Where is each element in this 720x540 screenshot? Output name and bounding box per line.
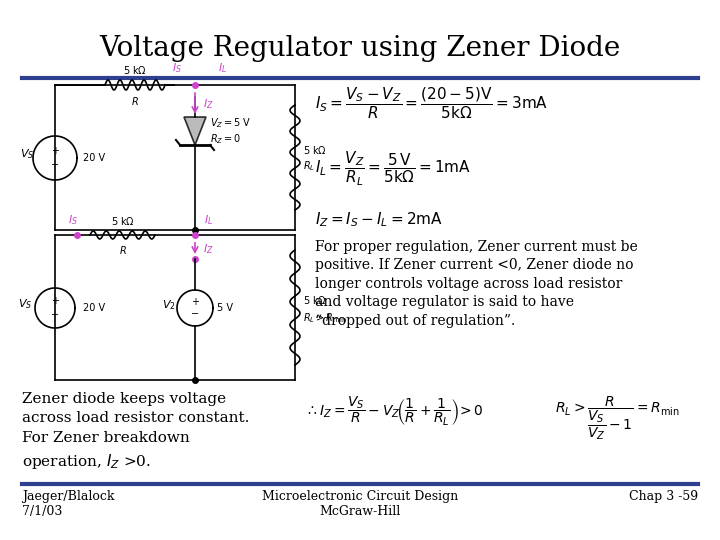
Text: −: − [191, 309, 199, 319]
Text: $R_L > R_{\rm min}$: $R_L > R_{\rm min}$ [303, 311, 347, 325]
Text: 20 V: 20 V [83, 303, 105, 313]
Text: 20 V: 20 V [83, 153, 105, 163]
Text: $I_Z$: $I_Z$ [203, 242, 214, 256]
Text: $V_Z = 5$ V
$R_Z = 0$: $V_Z = 5$ V $R_Z = 0$ [210, 116, 251, 146]
Text: 5 k$\Omega$: 5 k$\Omega$ [111, 215, 135, 227]
Text: Microelectronic Circuit Design
McGraw-Hill: Microelectronic Circuit Design McGraw-Hi… [262, 490, 458, 518]
Text: 5 k$\Omega$: 5 k$\Omega$ [303, 294, 327, 306]
Text: $R$: $R$ [119, 244, 127, 256]
Text: $I_Z$: $I_Z$ [203, 97, 214, 111]
Text: $I_L$: $I_L$ [204, 213, 214, 227]
Text: Jaeger/Blalock
7/1/03: Jaeger/Blalock 7/1/03 [22, 490, 114, 518]
Text: $I_S=\dfrac{V_S-V_Z}{R}=\dfrac{(20-5)\mathrm{V}}{5\mathrm{k}\Omega}=3\mathrm{mA}: $I_S=\dfrac{V_S-V_Z}{R}=\dfrac{(20-5)\ma… [315, 85, 549, 121]
Text: $I_L=\dfrac{V_Z}{R_L}=\dfrac{5\,\mathrm{V}}{5\mathrm{k}\Omega}=1\mathrm{mA}$: $I_L=\dfrac{V_Z}{R_L}=\dfrac{5\,\mathrm{… [315, 150, 471, 188]
Text: $V_S$: $V_S$ [18, 297, 32, 311]
Text: $R$: $R$ [131, 95, 139, 107]
Text: Zener diode keeps voltage
across load resistor constant.
For Zener breakdown
ope: Zener diode keeps voltage across load re… [22, 392, 249, 471]
Text: +: + [191, 297, 199, 307]
Text: Chap 3 -59: Chap 3 -59 [629, 490, 698, 503]
Text: $R_L>\dfrac{R}{\dfrac{V_S}{V_Z}-1}=R_{\rm min}$: $R_L>\dfrac{R}{\dfrac{V_S}{V_Z}-1}=R_{\r… [555, 395, 680, 442]
Text: 5 k$\Omega$: 5 k$\Omega$ [303, 144, 327, 156]
Text: $V_2$: $V_2$ [162, 298, 176, 312]
Text: +: + [51, 146, 59, 156]
Text: Voltage Regulator using Zener Diode: Voltage Regulator using Zener Diode [99, 35, 621, 62]
Text: 5 V: 5 V [217, 303, 233, 313]
Text: $I_L$: $I_L$ [218, 61, 228, 75]
Polygon shape [184, 117, 206, 145]
Text: 5 k$\Omega$: 5 k$\Omega$ [123, 64, 147, 76]
Text: $\therefore I_Z=\dfrac{V_S}{R}-V_Z\!\left(\dfrac{1}{R}+\dfrac{1}{R_L}\right)\!>0: $\therefore I_Z=\dfrac{V_S}{R}-V_Z\!\lef… [305, 395, 484, 428]
Text: $R_L$: $R_L$ [303, 159, 315, 173]
Text: $I_S$: $I_S$ [68, 213, 78, 227]
Text: −: − [51, 160, 59, 170]
Text: $I_S$: $I_S$ [172, 61, 182, 75]
Text: +: + [51, 296, 59, 306]
Text: $I_Z=I_S-I_L=2\mathrm{mA}$: $I_Z=I_S-I_L=2\mathrm{mA}$ [315, 210, 443, 229]
Text: For proper regulation, Zener current must be
positive. If Zener current <0, Zene: For proper regulation, Zener current mus… [315, 240, 638, 328]
Text: $V_S$: $V_S$ [20, 147, 34, 161]
Text: −: − [51, 310, 59, 320]
